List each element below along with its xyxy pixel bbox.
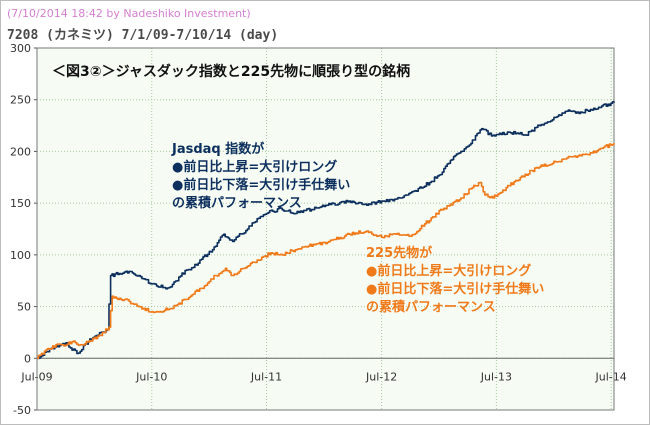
annotation-1-line: Jasdaq 指数が xyxy=(171,141,264,157)
plot-border xyxy=(36,47,615,411)
x-tick-label: Jul-11 xyxy=(250,370,282,383)
x-tick-label: Jul-14 xyxy=(595,370,627,383)
x-tick-label: Jul-10 xyxy=(135,370,167,383)
y-tick-label: 250 xyxy=(10,94,31,107)
x-tick-label: Jul-12 xyxy=(365,370,397,383)
annotation-2-line: ●前日比上昇=大引けロング xyxy=(366,263,531,279)
annotation-1-line: の累積パフォーマンス xyxy=(172,195,302,211)
y-tick-label: 0 xyxy=(24,352,31,365)
chart-title: ＜図3②＞ジャスダック指数と225先物に順張り型の銘柄 xyxy=(52,63,410,80)
plot-area xyxy=(37,48,614,410)
y-tick-label: 150 xyxy=(10,197,31,210)
series-line-2 xyxy=(37,143,615,360)
y-tick-label: 50 xyxy=(17,301,31,314)
watermark: (7/10/2014 18:42 by Nadeshiko Investment… xyxy=(7,7,251,20)
y-tick-label: 300 xyxy=(10,42,31,55)
annotation-2-line: ●前日比下落=大引け手仕舞い xyxy=(366,281,544,297)
annotation-1-line: ●前日比下落=大引け手仕舞い xyxy=(172,177,350,193)
y-tick-label: 100 xyxy=(10,249,31,262)
series-line-1 xyxy=(37,101,615,360)
y-tick-label: 200 xyxy=(10,145,31,158)
x-tick-label: Jul-13 xyxy=(480,370,512,383)
annotation-2-line: の累積パフォーマンス xyxy=(366,299,496,315)
annotation-2-line: 225先物が xyxy=(366,245,432,261)
annotation-1-line: ●前日比上昇=大引けロング xyxy=(172,159,337,175)
chart-subtitle: 7208 (カネミツ) 7/1/09-7/10/14 (day) xyxy=(7,28,279,43)
y-tick-label: -50 xyxy=(13,404,31,417)
